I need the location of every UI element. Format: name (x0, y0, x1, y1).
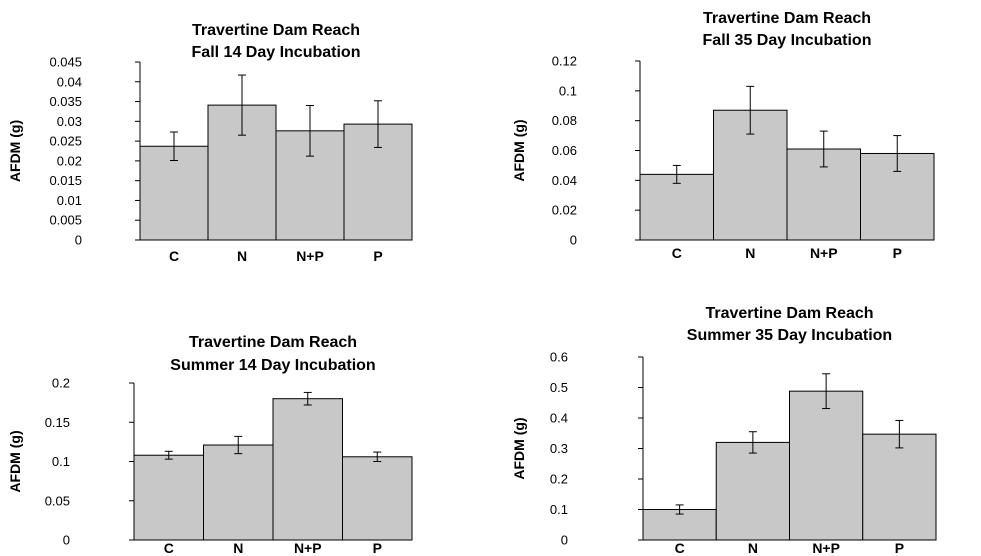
x-category-label: C (164, 540, 174, 556)
bar-p (862, 433, 937, 541)
y-tick-label: 0.2 (550, 472, 568, 487)
x-category-label: N+P (294, 540, 322, 556)
y-tick-label: 0.4 (550, 411, 568, 426)
y-tick-label: 0.06 (552, 143, 577, 158)
x-category-label: N+P (812, 540, 840, 556)
x-category-label: P (895, 540, 904, 556)
x-category-label: N (237, 248, 247, 264)
bar-c (642, 509, 717, 541)
y-tick-label: 0.03 (57, 114, 82, 129)
chart-title-line-1: Travertine Dam Reach (192, 22, 360, 39)
y-tick-label: 0 (75, 233, 82, 248)
y-tick-label: 0.3 (550, 441, 568, 456)
chart-title-line-1: Travertine Dam Reach (705, 305, 873, 322)
y-tick-label: 0.5 (550, 380, 568, 395)
y-tick-label: 0.025 (49, 134, 82, 149)
x-category-label: N+P (296, 248, 324, 264)
y-tick-label: 0.04 (552, 173, 577, 188)
x-category-label: N (745, 245, 755, 261)
x-category-label: P (373, 540, 382, 556)
bar-n (203, 444, 274, 541)
y-axis-label: AFDM (g) (511, 119, 527, 181)
y-tick-label: 0.04 (57, 74, 82, 89)
x-category-label: N (233, 540, 243, 556)
y-tick-label: 0 (63, 533, 70, 548)
y-axis-label: AFDM (g) (7, 430, 23, 492)
y-tick-label: 0.02 (552, 203, 577, 218)
y-tick-label: 0.08 (552, 113, 577, 128)
chart-title-line-1: Travertine Dam Reach (703, 10, 871, 27)
y-tick-label: 0.1 (559, 83, 577, 98)
bar-n (715, 441, 790, 541)
x-category-label: C (672, 245, 682, 261)
y-tick-label: 0.02 (57, 153, 82, 168)
y-tick-label: 0.6 (550, 350, 568, 365)
chart-title-line-2: Fall 14 Day Incubation (192, 44, 361, 61)
chart-title-line-2: Summer 14 Day Incubation (170, 357, 375, 374)
chart-title-line-2: Fall 35 Day Incubation (703, 32, 872, 49)
bar-n-plus-p (789, 390, 864, 541)
y-tick-label: 0.015 (49, 173, 82, 188)
chart-4: Travertine Dam Reach Summer 35 Day Incuba… (511, 305, 937, 556)
bar-p (342, 456, 413, 541)
x-category-label: N+P (810, 245, 838, 261)
bar-c (133, 454, 204, 541)
y-tick-label: 0.005 (49, 213, 82, 228)
y-tick-label: 0.045 (49, 55, 82, 70)
y-tick-label: 0 (570, 233, 577, 248)
y-tick-label: 0.1 (52, 454, 70, 469)
chart-2: Travertine Dam Reach Fall 35 Day Incubati… (511, 10, 935, 261)
x-category-label: P (893, 245, 902, 261)
x-category-label: P (373, 248, 382, 264)
y-tick-label: 0.05 (45, 493, 70, 508)
bar-c (639, 173, 714, 241)
x-category-label: C (169, 248, 179, 264)
x-category-label: C (675, 540, 685, 556)
y-tick-label: 0.035 (49, 94, 82, 109)
bar-n-plus-p (272, 398, 343, 541)
y-tick-label: 0.12 (552, 54, 577, 69)
chart-title-line-2: Summer 35 Day Incubation (687, 327, 892, 344)
chart-3: Travertine Dam Reach Summer 14 Day Incuba… (7, 334, 413, 556)
y-tick-label: 0.2 (52, 376, 70, 391)
y-tick-label: 0 (561, 533, 568, 548)
y-tick-label: 0.01 (57, 193, 82, 208)
bar-c (139, 145, 209, 241)
chart-1: Travertine Dam Reach Fall 14 Day Incubati… (7, 22, 413, 264)
y-axis-label: AFDM (g) (7, 120, 23, 182)
y-axis-label: AFDM (g) (511, 417, 527, 479)
chart-title-line-1: Travertine Dam Reach (189, 334, 357, 351)
y-tick-label: 0.15 (45, 415, 70, 430)
x-category-label: N (748, 540, 758, 556)
y-tick-label: 0.1 (550, 502, 568, 517)
